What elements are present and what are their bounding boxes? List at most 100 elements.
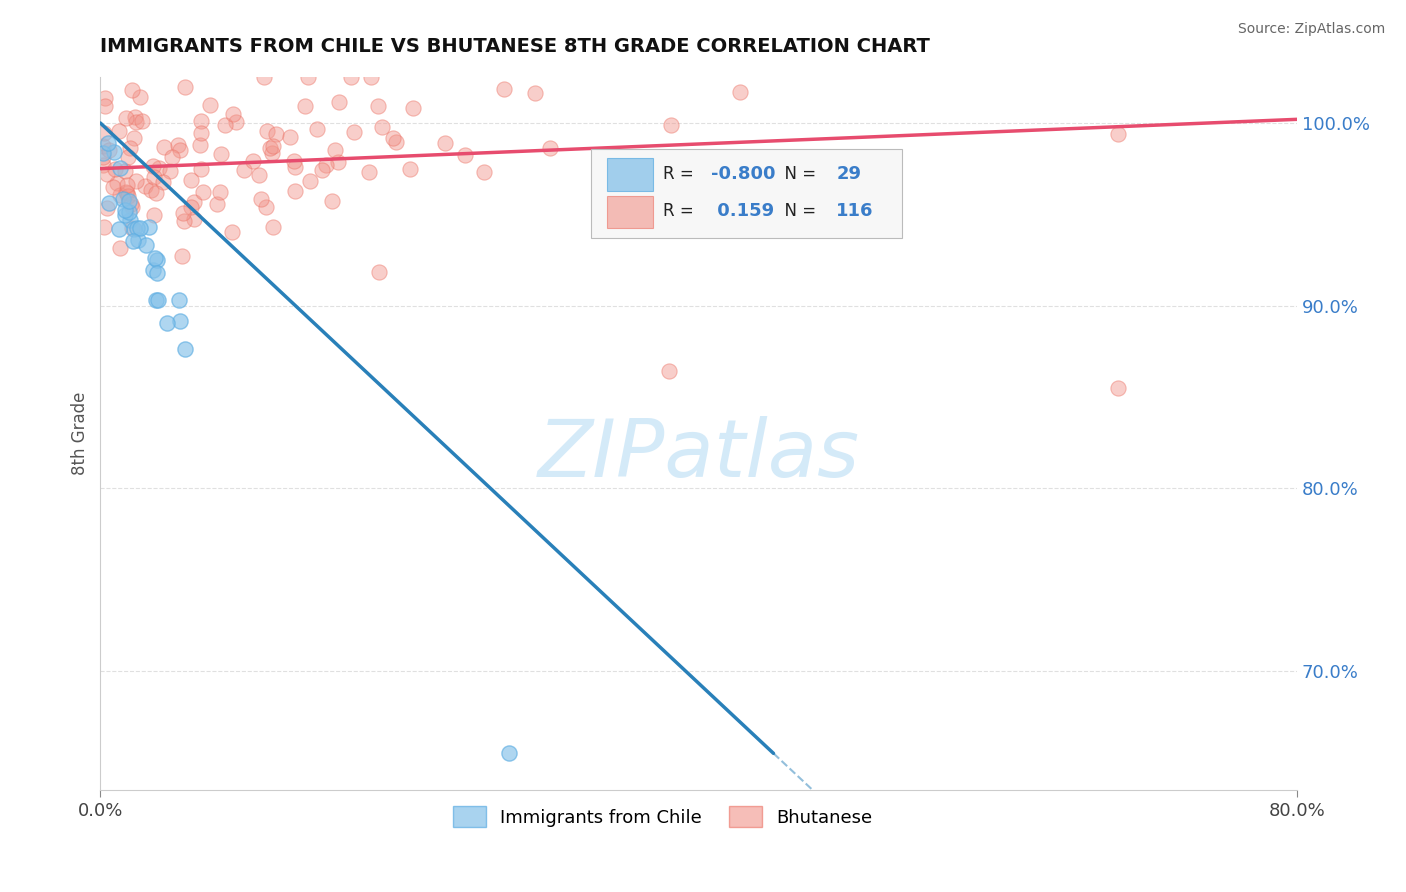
- Point: [139, 184, 162, 198]
- Point: [524, 86, 547, 100]
- Point: [146, 293, 169, 307]
- Point: [368, 265, 391, 279]
- Point: [384, 136, 406, 150]
- Point: [142, 208, 165, 222]
- Point: [117, 150, 139, 164]
- Point: [305, 122, 328, 136]
- Point: [262, 220, 284, 235]
- Point: [97, 136, 120, 150]
- Point: [256, 124, 278, 138]
- Point: [114, 202, 136, 217]
- Point: [661, 119, 683, 133]
- Point: [125, 221, 148, 235]
- FancyBboxPatch shape: [606, 158, 654, 191]
- Point: [180, 172, 202, 186]
- Point: [472, 164, 495, 178]
- Point: [214, 118, 236, 132]
- Point: [122, 234, 145, 248]
- Point: [1107, 381, 1129, 395]
- Point: [180, 200, 202, 214]
- Point: [110, 161, 132, 175]
- Point: [114, 208, 136, 222]
- Point: [284, 184, 307, 198]
- Point: [101, 179, 124, 194]
- Point: [93, 98, 115, 112]
- Point: [172, 206, 194, 220]
- Y-axis label: 8th Grade: 8th Grade: [72, 392, 89, 475]
- Point: [321, 194, 343, 209]
- Point: [174, 79, 197, 94]
- Point: [262, 146, 284, 161]
- Point: [264, 127, 287, 141]
- Point: [221, 225, 243, 239]
- Point: [148, 161, 170, 176]
- Point: [108, 188, 131, 202]
- Text: -0.800: -0.800: [710, 164, 775, 183]
- FancyBboxPatch shape: [591, 149, 903, 237]
- Point: [145, 293, 167, 308]
- Point: [120, 197, 142, 211]
- Point: [91, 146, 114, 161]
- Point: [131, 114, 153, 128]
- Point: [498, 747, 520, 761]
- Point: [128, 90, 150, 104]
- Text: N =: N =: [775, 202, 821, 220]
- Point: [297, 70, 319, 85]
- Point: [225, 115, 247, 129]
- Point: [108, 222, 131, 236]
- Point: [114, 164, 136, 178]
- Point: [207, 197, 229, 211]
- Text: N =: N =: [775, 164, 821, 183]
- Point: [283, 160, 305, 174]
- Point: [93, 150, 115, 164]
- Point: [124, 115, 146, 129]
- Point: [93, 219, 115, 234]
- Point: [247, 168, 270, 182]
- FancyBboxPatch shape: [606, 195, 654, 228]
- Point: [315, 158, 337, 172]
- Point: [104, 161, 127, 176]
- Point: [93, 139, 115, 153]
- Point: [359, 165, 381, 179]
- Point: [93, 158, 115, 172]
- Point: [433, 136, 456, 150]
- Point: [371, 120, 394, 134]
- Point: [146, 266, 169, 280]
- Point: [250, 192, 273, 206]
- Point: [323, 143, 346, 157]
- Point: [124, 110, 146, 124]
- Point: [122, 131, 145, 145]
- Point: [142, 262, 165, 277]
- Point: [121, 221, 143, 235]
- Point: [118, 204, 141, 219]
- Point: [311, 162, 333, 177]
- Point: [173, 214, 195, 228]
- Point: [208, 185, 231, 199]
- Point: [232, 162, 254, 177]
- Point: [152, 175, 174, 189]
- Point: [146, 253, 169, 268]
- Point: [253, 70, 276, 85]
- Point: [190, 126, 212, 140]
- Point: [93, 126, 115, 140]
- Legend: Immigrants from Chile, Bhutanese: Immigrants from Chile, Bhutanese: [446, 799, 879, 834]
- Point: [98, 196, 121, 211]
- Text: 116: 116: [837, 202, 873, 220]
- Point: [112, 193, 135, 207]
- Point: [169, 293, 191, 308]
- Point: [93, 91, 115, 105]
- Point: [115, 178, 138, 193]
- Point: [190, 114, 212, 128]
- Point: [183, 195, 205, 210]
- Point: [134, 179, 156, 194]
- Point: [114, 111, 136, 125]
- Point: [326, 154, 349, 169]
- Point: [259, 141, 281, 155]
- Point: [169, 314, 191, 328]
- Point: [105, 176, 128, 190]
- Point: [115, 185, 138, 199]
- Point: [97, 143, 120, 157]
- Point: [343, 125, 366, 139]
- Point: [160, 150, 183, 164]
- Point: [254, 200, 277, 214]
